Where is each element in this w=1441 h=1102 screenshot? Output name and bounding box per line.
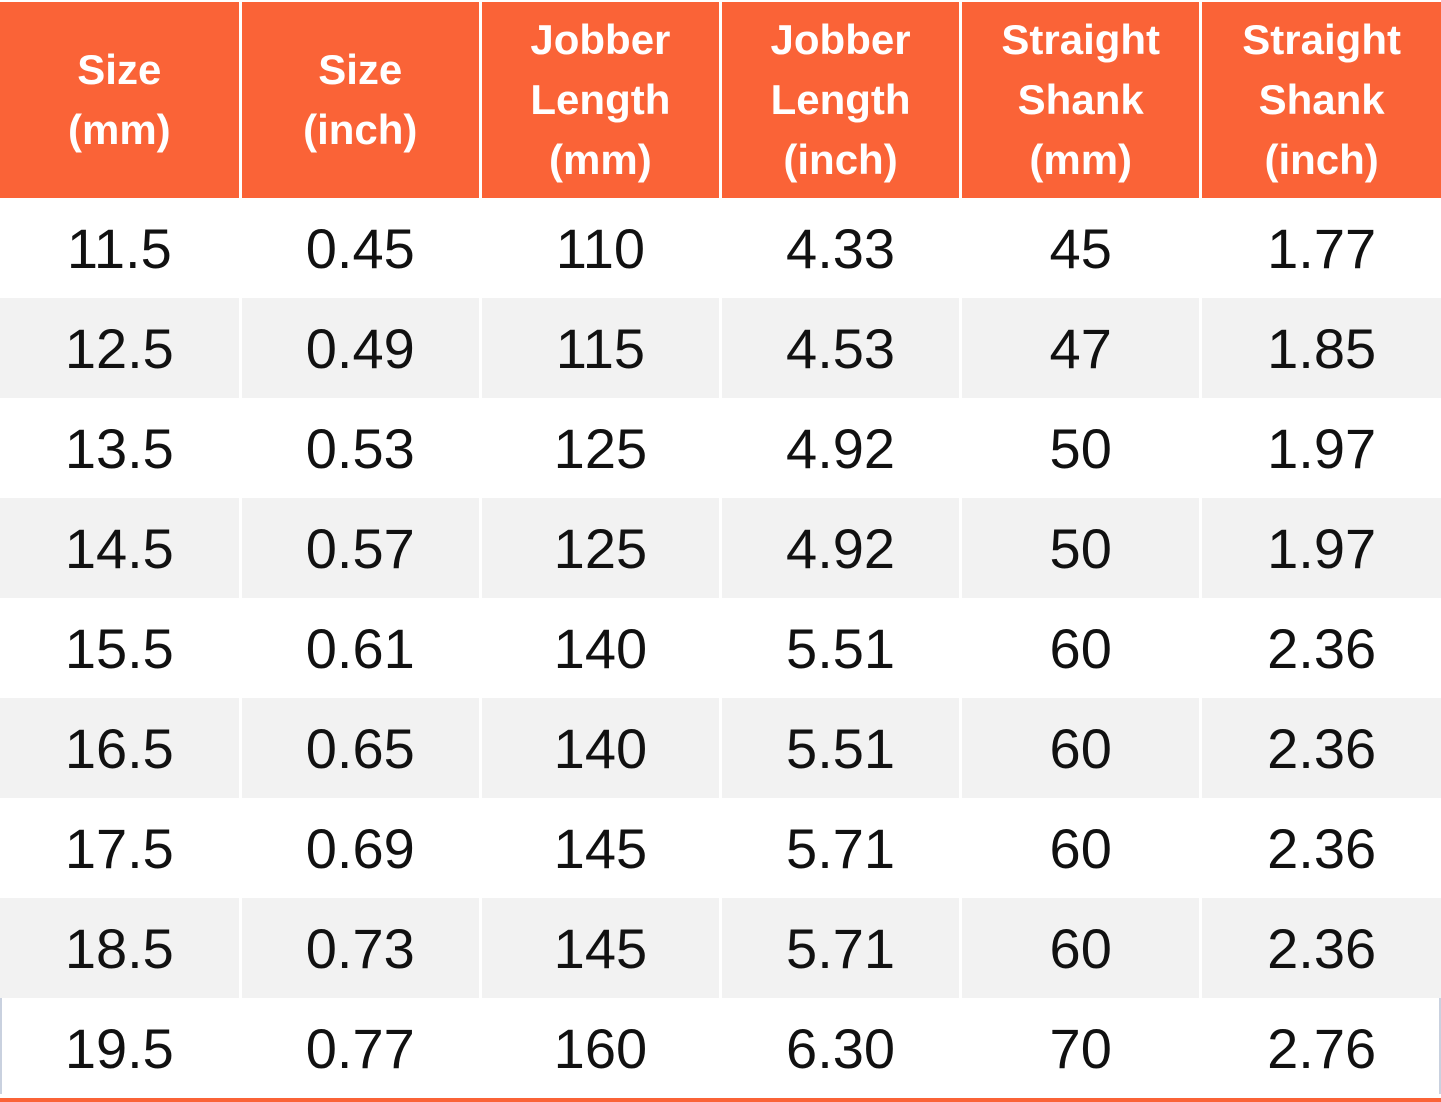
table-cell: 70 (960, 998, 1203, 1098)
table-cell: 0.53 (240, 398, 482, 498)
table-cell: 60 (960, 798, 1203, 898)
table-cell: 1.97 (1200, 398, 1441, 498)
table-cell: 0.73 (240, 898, 482, 998)
table-cell: 0.69 (240, 798, 482, 898)
table-row: 17.5 0.69 145 5.71 60 2.36 (0, 798, 1441, 898)
table-cell: 140 (480, 598, 722, 698)
table-cell: 4.53 (720, 298, 963, 398)
table-cell: 160 (480, 998, 722, 1098)
table-cell: 4.33 (720, 198, 963, 298)
table-cell: 16.5 (0, 698, 242, 798)
table-cell: 4.92 (720, 398, 963, 498)
table-cell: 19.5 (0, 998, 242, 1098)
table-cell: 0.45 (240, 198, 482, 298)
table-row: 16.5 0.65 140 5.51 60 2.36 (0, 698, 1441, 798)
table-cell: 4.92 (720, 498, 963, 598)
table-cell: 0.49 (240, 298, 482, 398)
table-cell: 125 (480, 398, 722, 498)
table-cell: 145 (480, 798, 722, 898)
table-cell: 60 (960, 598, 1203, 698)
table-cell: 15.5 (0, 598, 242, 698)
table-cell: 47 (960, 298, 1203, 398)
table-cell: 5.71 (720, 898, 963, 998)
page-edge-line-left (0, 998, 2, 1094)
table-cell: 125 (480, 498, 722, 598)
table-cell: 5.71 (720, 798, 963, 898)
column-header-jobber-length-mm: Jobber Length (mm) (480, 2, 722, 198)
page-edge-line-right (1439, 998, 1441, 1094)
table-cell: 11.5 (0, 198, 242, 298)
table-row: 14.5 0.57 125 4.92 50 1.97 (0, 498, 1441, 598)
table-cell: 145 (480, 898, 722, 998)
column-header-straight-shank-inch: Straight Shank (inch) (1200, 2, 1441, 198)
table-row: 12.5 0.49 115 4.53 47 1.85 (0, 298, 1441, 398)
table-row: 13.5 0.53 125 4.92 50 1.97 (0, 398, 1441, 498)
table-cell: 14.5 (0, 498, 242, 598)
table-cell: 0.65 (240, 698, 482, 798)
table-cell: 12.5 (0, 298, 242, 398)
table-cell: 5.51 (720, 698, 963, 798)
table-cell: 1.85 (1200, 298, 1441, 398)
table-row: 18.5 0.73 145 5.71 60 2.36 (0, 898, 1441, 998)
table-cell: 2.36 (1200, 898, 1441, 998)
table-row: 19.5 0.77 160 6.30 70 2.76 (0, 998, 1441, 1098)
table-cell: 140 (480, 698, 722, 798)
column-header-straight-shank-mm: Straight Shank (mm) (960, 2, 1203, 198)
table-cell: 18.5 (0, 898, 242, 998)
table-cell: 50 (960, 498, 1203, 598)
table-cell: 2.36 (1200, 798, 1441, 898)
table-cell: 115 (480, 298, 722, 398)
column-header-size-inch: Size (inch) (240, 2, 482, 198)
table-cell: 60 (960, 698, 1203, 798)
table-cell: 5.51 (720, 598, 963, 698)
table-cell: 13.5 (0, 398, 242, 498)
header-row: Size (mm) Size (inch) Jobber Length (mm)… (0, 2, 1441, 198)
table-cell: 1.77 (1200, 198, 1441, 298)
table-cell: 45 (960, 198, 1203, 298)
table-row: 15.5 0.61 140 5.51 60 2.36 (0, 598, 1441, 698)
table-cell: 2.36 (1200, 598, 1441, 698)
table-cell: 110 (480, 198, 722, 298)
table-cell: 0.77 (240, 998, 482, 1098)
table-cell: 6.30 (720, 998, 963, 1098)
table-cell: 1.97 (1200, 498, 1441, 598)
table-cell: 2.36 (1200, 698, 1441, 798)
table-header: Size (mm) Size (inch) Jobber Length (mm)… (0, 2, 1441, 198)
column-header-jobber-length-inch: Jobber Length (inch) (720, 2, 963, 198)
table-cell: 2.76 (1200, 998, 1441, 1098)
table-cell: 0.61 (240, 598, 482, 698)
table-cell: 17.5 (0, 798, 242, 898)
table-cell: 50 (960, 398, 1203, 498)
column-header-size-mm: Size (mm) (0, 2, 242, 198)
table-body: 11.5 0.45 110 4.33 45 1.77 12.5 0.49 115… (0, 198, 1441, 1098)
table-row: 11.5 0.45 110 4.33 45 1.77 (0, 198, 1441, 298)
table-cell: 0.57 (240, 498, 482, 598)
table-cell: 60 (960, 898, 1203, 998)
